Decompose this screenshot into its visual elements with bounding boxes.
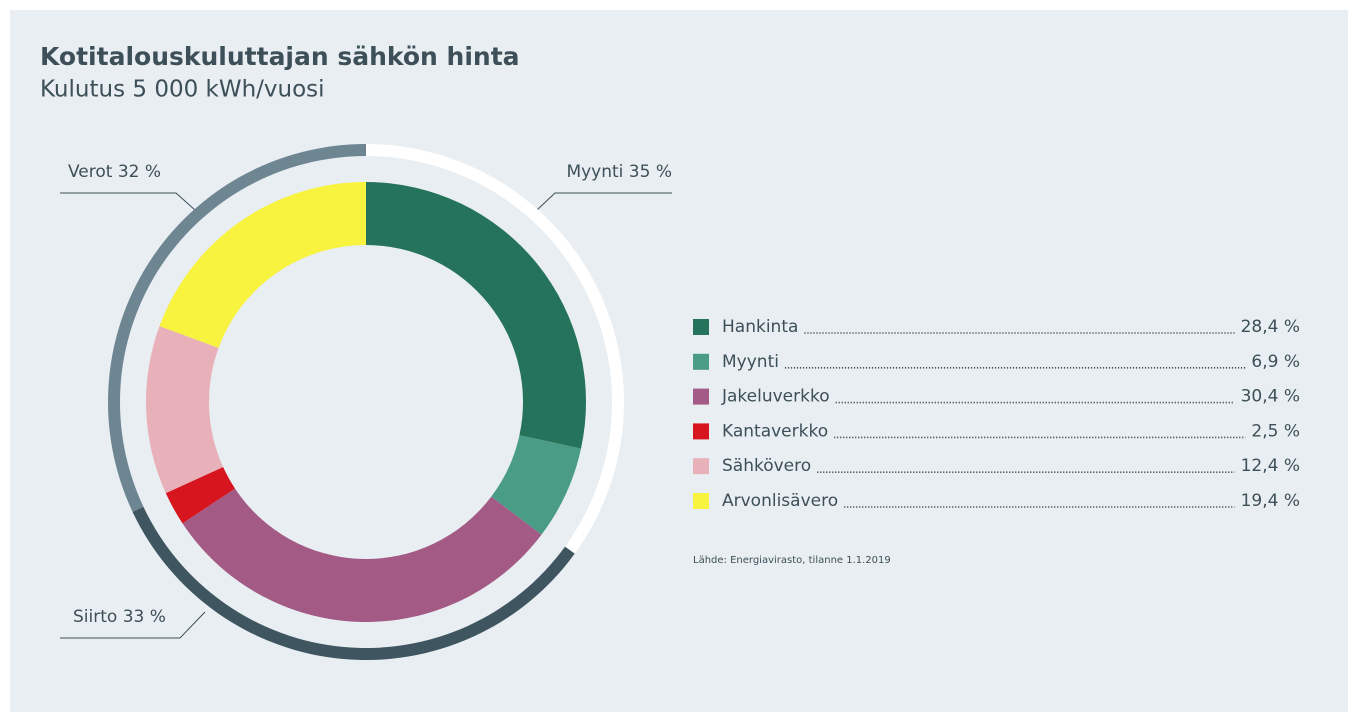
- donut-segment: [366, 182, 586, 449]
- legend-label: Kantaverkko: [722, 421, 828, 441]
- outer-value: 32 %: [118, 162, 161, 182]
- chart-subtitle: Kulutus 5 000 kWh/vuosi: [40, 77, 325, 103]
- outer-segment: [108, 144, 366, 512]
- legend-value: 6,9 %: [1251, 352, 1300, 372]
- donut-segment: [182, 488, 542, 622]
- leader-line: [536, 192, 672, 211]
- donut-segment: [491, 435, 581, 535]
- legend-label: Hankinta: [722, 317, 798, 337]
- legend-swatch: [693, 388, 709, 405]
- legend-label: Arvonlisävero: [722, 491, 838, 511]
- outer-label: Myynti 35 %: [566, 162, 672, 182]
- outer-value: 35 %: [629, 162, 672, 182]
- donut-segment: [159, 181, 366, 348]
- legend-value: 2,5 %: [1251, 421, 1300, 441]
- source-note: Lähde: Energiavirasto, tilanne 1.1.2019: [693, 555, 891, 566]
- legend-swatch: [693, 458, 709, 475]
- outer-name: Verot: [68, 162, 113, 182]
- legend-swatch: [693, 353, 709, 370]
- leader-line: [60, 611, 206, 639]
- legend-swatch: [693, 423, 709, 440]
- chart-title: Kotitalouskuluttajan sähkön hinta: [40, 42, 520, 71]
- donut-segment: [145, 326, 224, 494]
- outer-segment: [132, 506, 575, 660]
- legend-value: 19,4 %: [1241, 491, 1300, 511]
- legend-value: 30,4 %: [1241, 387, 1300, 407]
- legend-swatch: [693, 319, 709, 335]
- leader-line: [60, 192, 196, 211]
- legend-swatch: [693, 493, 709, 509]
- legend-label: Jakeluverkko: [721, 387, 830, 407]
- outer-label: Verot 32 %: [68, 162, 161, 182]
- panel: [10, 10, 1348, 712]
- donut-segment: [165, 467, 236, 524]
- legend-value: 12,4 %: [1241, 456, 1300, 476]
- outer-value: 33 %: [123, 607, 166, 627]
- legend-label: Myynti: [722, 352, 779, 372]
- outer-name: Siirto: [73, 607, 117, 627]
- legend-value: 28,4 %: [1241, 317, 1300, 337]
- outer-segment: [366, 144, 624, 554]
- legend-label: Sähkövero: [722, 456, 811, 476]
- outer-name: Myynti: [566, 162, 623, 182]
- outer-label: Siirto 33 %: [73, 607, 166, 627]
